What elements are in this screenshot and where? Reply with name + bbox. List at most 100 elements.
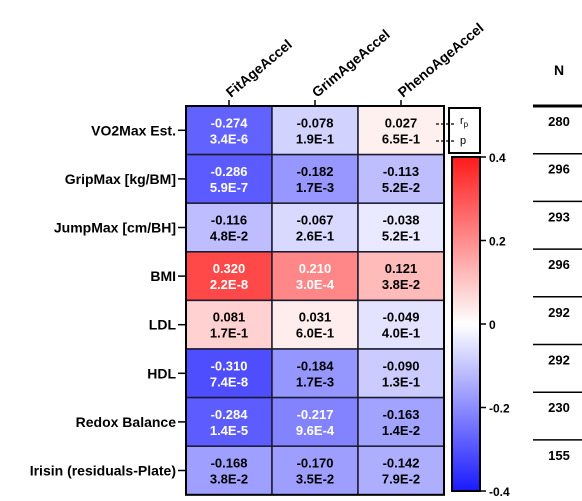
cell-p-value: 6.0E-1 [296, 326, 334, 341]
cell-r-value: -0.217 [297, 407, 334, 422]
cell-p-value: 1.3E-1 [382, 374, 420, 389]
cell-r-value: 0.027 [385, 115, 418, 130]
cell-p-value: 1.7E-3 [296, 180, 334, 195]
cell-r-value: -0.113 [383, 164, 419, 179]
heatmap-cell [271, 202, 359, 253]
cell-r-value: 0.081 [213, 310, 246, 325]
cell-r-value: -0.142 [383, 456, 420, 471]
cell-p-value: 1.7E-1 [210, 326, 248, 341]
heatmap-cell [357, 348, 445, 399]
cell-p-value: 2.2E-8 [210, 277, 248, 292]
row-label: BMI [150, 268, 176, 284]
cell-r-value: -0.168 [211, 456, 248, 471]
colorbar-tick-label: -0.2 [489, 402, 510, 416]
cell-r-value: 0.031 [299, 310, 332, 325]
colorbar-tick-label: 0 [489, 318, 496, 332]
column-header-2: PhenoAgeAccel [395, 20, 487, 101]
heatmap-cell [185, 105, 273, 156]
heatmap-cell [357, 299, 445, 350]
heatmap-cell [357, 202, 445, 253]
heatmap-cell [271, 251, 359, 302]
column-headers: FitAgeAccel GrimAgeAccel PhenoAgeAccel [223, 20, 487, 106]
cell-p-value: 1.7E-3 [296, 374, 334, 389]
cell-r-value: -0.284 [211, 407, 249, 422]
cell-p-value: 3.4E-6 [210, 131, 248, 146]
value-key-p: p [460, 135, 466, 147]
cell-r-value: -0.163 [383, 407, 420, 422]
cell-r-value: -0.049 [383, 310, 420, 325]
cell-p-value: 7.9E-2 [382, 472, 420, 487]
cell-r-value: -0.067 [297, 213, 334, 228]
cell-p-value: 1.9E-1 [296, 131, 334, 146]
heatmap-border [185, 105, 445, 496]
row-label: LDL [149, 317, 177, 333]
heatmap-cell [271, 348, 359, 399]
cell-p-value: 3.8E-2 [382, 277, 420, 292]
heatmap-cell [357, 105, 445, 156]
column-header-0: FitAgeAccel [223, 36, 295, 100]
cell-p-value: 4.8E-2 [210, 229, 248, 244]
colorbar-tick-label: 0.2 [489, 235, 506, 249]
cell-r-value: 0.210 [299, 261, 332, 276]
row-label: VO2Max Est. [91, 122, 176, 138]
heatmap-cell [357, 396, 445, 447]
colorbar-tick-label: 0.4 [489, 151, 506, 165]
cell-p-value: 4.0E-1 [382, 326, 420, 341]
row-labels: VO2Max Est. GripMax [kg/BM] JumpMax [cm/BH… [30, 122, 186, 479]
column-header-1: GrimAgeAccel [309, 26, 393, 100]
cell-r-value: -0.078 [297, 115, 334, 130]
cell-p-value: 7.4E-8 [210, 374, 248, 389]
cell-p-value: 6.5E-1 [382, 131, 420, 146]
cell-r-value: 0.121 [385, 261, 418, 276]
row-label: HDL [147, 365, 176, 381]
cell-r-value: -0.182 [297, 164, 334, 179]
colorbar-tick-label: -0.4 [489, 485, 510, 499]
cell-p-value: 2.6E-1 [296, 229, 334, 244]
n-value: 155 [548, 448, 570, 463]
n-value: 293 [548, 209, 570, 224]
cell-p-value: 5.2E-1 [382, 229, 420, 244]
heatmap-cell [185, 445, 273, 496]
heatmap-cell [357, 445, 445, 496]
n-value: 280 [548, 114, 570, 129]
value-key-box [448, 107, 481, 154]
heatmap-cell [271, 445, 359, 496]
n-value: 292 [548, 305, 570, 320]
cell-p-value: 5.9E-7 [210, 180, 248, 195]
row-label: JumpMax [cm/BH] [54, 220, 176, 236]
row-label: Redox Balance [76, 414, 177, 430]
cell-r-value: -0.090 [383, 358, 420, 373]
row-label: Irisin (residuals-Plate) [30, 463, 176, 479]
n-value: 292 [548, 353, 570, 368]
cell-r-value: 0.320 [213, 261, 246, 276]
heatmap-cell [185, 202, 273, 253]
heatmap-cell [271, 396, 359, 447]
row-label: GripMax [kg/BM] [65, 171, 176, 187]
n-column: N 280 296 293 296 292 292 230 155 [533, 62, 582, 463]
cell-p-value: 1.4E-2 [382, 423, 420, 438]
cell-r-value: -0.274 [211, 115, 249, 130]
cell-p-value: 3.5E-2 [296, 472, 334, 487]
n-value: 296 [548, 257, 570, 272]
colorbar-ticks: 0.4 0.2 0 -0.2 -0.4 [480, 151, 510, 499]
colorbar: 0.4 0.2 0 -0.2 -0.4 [451, 151, 510, 499]
cell-p-value: 3.0E-4 [296, 277, 335, 292]
cell-r-value: -0.286 [211, 164, 248, 179]
n-value: 296 [548, 162, 570, 177]
n-value: 230 [548, 400, 570, 415]
cell-p-value: 3.8E-2 [210, 472, 248, 487]
value-key-r: rp [460, 115, 469, 129]
cell-r-value: -0.116 [211, 213, 247, 228]
colorbar-gradient [451, 156, 481, 492]
cell-p-value: 1.4E-5 [210, 423, 248, 438]
cell-r-value: -0.184 [297, 358, 335, 373]
cell-r-value: -0.310 [211, 358, 248, 373]
value-key: rp p [436, 107, 481, 154]
cell-r-value: -0.170 [297, 456, 334, 471]
cell-p-value: 9.6E-4 [296, 423, 335, 438]
heatmap-cell [357, 251, 445, 302]
n-header: N [554, 62, 564, 78]
cell-r-value: -0.038 [383, 213, 420, 228]
